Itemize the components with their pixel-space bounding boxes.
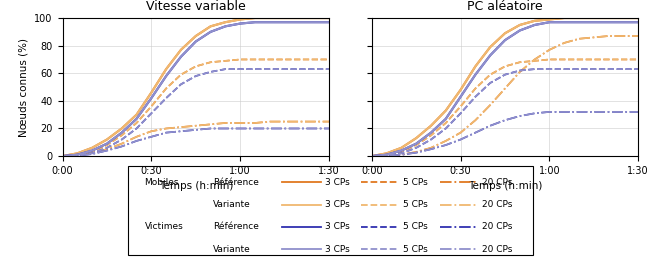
X-axis label: Temps (h:min): Temps (h:min) (159, 181, 233, 191)
Text: 3 CPs: 3 CPs (324, 245, 349, 254)
X-axis label: Temps (h:min): Temps (h:min) (468, 181, 542, 191)
Text: 3 CPs: 3 CPs (324, 200, 349, 209)
Text: 3 CPs: 3 CPs (324, 222, 349, 231)
Text: Variante: Variante (213, 200, 251, 209)
Text: 20 CPs: 20 CPs (482, 178, 513, 187)
Y-axis label: Nœuds connus (%): Nœuds connus (%) (19, 38, 29, 136)
Text: 5 CPs: 5 CPs (403, 200, 428, 209)
Title: Vitesse variable: Vitesse variable (146, 0, 245, 13)
Text: 5 CPs: 5 CPs (403, 245, 428, 254)
Text: Variante: Variante (213, 245, 251, 254)
Text: Mobiles: Mobiles (145, 178, 179, 187)
Text: 3 CPs: 3 CPs (324, 178, 349, 187)
Text: 5 CPs: 5 CPs (403, 222, 428, 231)
Text: Référence: Référence (213, 222, 259, 231)
Text: Victimes: Victimes (145, 222, 183, 231)
Title: PC aléatoire: PC aléatoire (467, 0, 543, 13)
Text: Référence: Référence (213, 178, 259, 187)
Text: 20 CPs: 20 CPs (482, 200, 513, 209)
Text: 20 CPs: 20 CPs (482, 222, 513, 231)
Text: 20 CPs: 20 CPs (482, 245, 513, 254)
Text: 5 CPs: 5 CPs (403, 178, 428, 187)
